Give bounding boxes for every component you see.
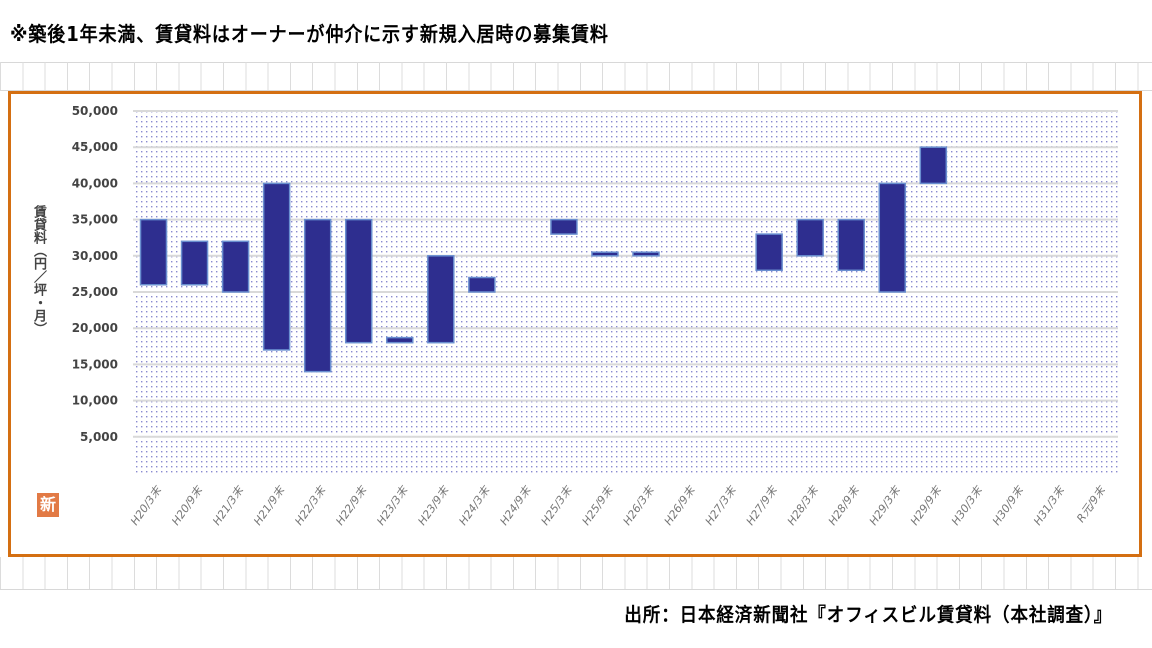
- x-tick-label: H21/3末: [210, 483, 247, 528]
- range-bar: [919, 146, 948, 185]
- x-tick-label: H24/9末: [497, 483, 534, 528]
- x-tick-label: H27/3末: [703, 483, 740, 528]
- range-bar: [344, 218, 373, 344]
- y-tick-label: 35,000: [72, 213, 118, 227]
- x-tick-label: H25/9末: [580, 483, 617, 528]
- range-bar: [591, 251, 619, 257]
- x-tick-label: H26/9末: [662, 483, 699, 528]
- x-tick-label: H25/3末: [539, 483, 576, 528]
- range-bar: [796, 218, 824, 257]
- x-tick-label: H22/3末: [292, 483, 329, 528]
- range-bar: [755, 233, 783, 272]
- x-tick-label: H23/9末: [415, 483, 452, 528]
- x-tick-label: H20/3末: [128, 483, 165, 528]
- range-bar: [837, 218, 865, 272]
- y-tick-label: 50,000: [72, 104, 118, 118]
- x-tick-label: H23/3末: [374, 483, 411, 528]
- x-tick-label: H22/9末: [333, 483, 370, 528]
- range-bar: [632, 251, 660, 257]
- x-tick-label: H30/3末: [949, 483, 986, 528]
- y-tick-label: 15,000: [72, 357, 118, 371]
- y-tick-label: 30,000: [72, 249, 118, 263]
- x-tick-label: H29/3末: [867, 483, 904, 528]
- range-bar: [468, 276, 496, 293]
- x-tick-label: H30/9末: [990, 483, 1027, 528]
- y-axis-label: 賃貸料（円／坪・月）: [31, 205, 46, 335]
- x-tick-label: H24/3末: [456, 483, 493, 528]
- x-tick-label: H31/3末: [1031, 483, 1068, 528]
- x-tick-label: H26/3末: [621, 483, 658, 528]
- new-badge: 新: [37, 493, 59, 517]
- range-bar: [180, 240, 209, 286]
- range-bar: [386, 336, 414, 344]
- range-bar: [221, 240, 250, 293]
- sheet-grid-bottom: [0, 557, 1152, 590]
- y-tick-label: 5,000: [80, 430, 118, 444]
- sheet-grid-top: [0, 62, 1152, 91]
- x-tick-label: H20/9末: [169, 483, 206, 528]
- y-tick-label: 10,000: [72, 394, 118, 408]
- note-text: ※築後1年未満、賃貸料はオーナーが仲介に示す新規入居時の募集賃料: [10, 22, 609, 46]
- y-tick-label: 40,000: [72, 176, 118, 190]
- x-tick-label: H21/9末: [251, 483, 288, 528]
- x-tick-label: H29/9末: [908, 483, 945, 528]
- x-tick-label: H28/9末: [826, 483, 863, 528]
- range-bar: [139, 218, 168, 286]
- x-tick-label: R元/9末: [1074, 483, 1109, 525]
- range-bar: [878, 182, 907, 293]
- range-bar: [550, 218, 578, 235]
- y-tick-label: 45,000: [72, 140, 118, 154]
- range-bar: [427, 255, 455, 344]
- x-tick-label: H27/9末: [744, 483, 781, 528]
- x-tick-label: H28/3末: [785, 483, 822, 528]
- range-bar: [303, 218, 332, 373]
- source-text: 出所：日本経済新聞社『オフィスビル賃貸料（本社調査）』: [624, 604, 1112, 626]
- y-tick-label: 20,000: [72, 321, 118, 335]
- y-tick-label: 25,000: [72, 285, 118, 299]
- range-bar: [262, 182, 291, 351]
